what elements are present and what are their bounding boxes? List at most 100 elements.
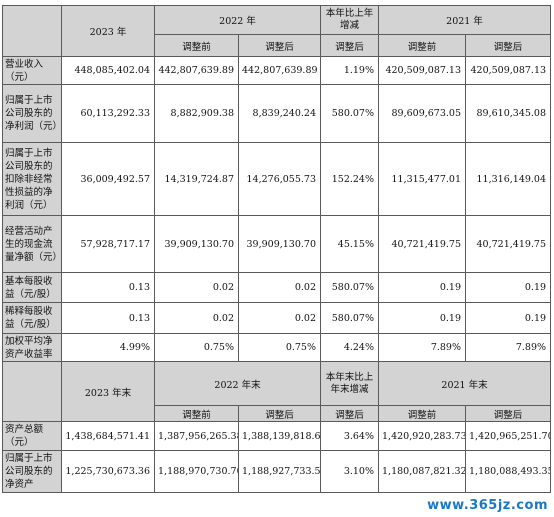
value-2022-after: 14,276,055.73 [237,142,322,216]
value-2021-before: 11,315,477.01 [378,142,467,216]
value-2022-before: 0.75% [154,333,239,362]
value-2022-after: 1,188,927,733.59 [237,450,322,493]
table-row: 基本每股收益（元/股） 0.13 0.02 0.02 580.07% 0.19 … [2,272,552,303]
table-row: 稀释每股收益（元/股） 0.13 0.02 0.02 580.07% 0.19 … [2,302,552,334]
value-2023: 1,438,684,571.41 [61,421,155,451]
value-2022-before: 8,882,909.38 [154,84,239,143]
table-row: 资产总额（元） 1,438,684,571.41 1,387,956,265.3… [2,421,552,451]
header-year-end-2022: 2022 年末 [153,361,322,406]
value-2021-before: 1,420,920,283.73 [378,421,467,451]
value-2021-after: 1,180,088,493.35 [465,450,552,493]
row-label: 稀释每股收益（元/股） [2,302,62,334]
value-2022-before: 0.02 [154,302,239,334]
table2-header-row: 2023 年末 2022 年末 本年末比上年末增减 2021 年末 [2,361,552,422]
value-2021-before: 0.19 [378,272,467,303]
table-row: 加权平均净资产收益率 4.99% 0.75% 0.75% 4.24% 7.89%… [2,333,552,362]
value-2022-before: 39,909,130.70 [154,215,239,273]
value-2023: 60,113,292.33 [61,84,155,143]
value-change: 45.15% [320,215,380,273]
subheader-2021-after: 调整后 [465,405,552,422]
table-row: 经营活动产生的现金流量净额（元） 57,928,717.17 39,909,13… [2,215,552,273]
value-change: 580.07% [320,84,380,143]
value-2023: 4.99% [61,333,155,362]
value-change: 3.64% [320,421,380,451]
site-watermark: www.365jz.com [427,498,548,513]
header-year-2023: 2023 年 [61,5,155,57]
row-label: 营业收入（元） [2,56,62,85]
subheader-2022-after: 调整后 [237,405,322,422]
subheader-change-after: 调整后 [320,34,380,57]
table1-subheader-row: 调整前 调整后 调整后 调整前 调整后 [3,34,552,57]
value-2021-before: 0.19 [378,302,467,334]
key-financial-data-table: 2023 年 2022 年 本年比上年增减 2021 年 调整前 调整后 调整后… [2,5,552,493]
table1-header-row: 2023 年 2022 年 本年比上年增减 2021 年 [2,5,552,57]
value-2022-after: 0.02 [237,302,322,334]
clipped-heading-strip: ▪ ▪▪ ▪▪▪▪ [0,0,554,5]
corner-cell [2,361,62,422]
row-label: 加权平均净资产收益率 [2,333,62,362]
clipped-heading-decoration: ▪ ▪▪ ▪▪▪▪ [30,0,90,5]
table-row: 营业收入（元） 448,085,402.04 442,807,639.89 44… [2,56,552,85]
header-year-end-2021: 2021 年末 [378,361,552,406]
value-2021-after: 420,509,087.13 [465,56,552,85]
value-2023: 0.13 [61,272,155,303]
header-year-end-2023: 2023 年末 [61,361,155,422]
value-2022-after: 442,807,639.89 [237,56,322,85]
row-label: 归属于上市公司股东的扣除非经常性损益的净利润（元） [2,142,62,216]
row-label: 资产总额（元） [2,421,62,451]
table-row: 归属于上市公司股东的扣除非经常性损益的净利润（元） 36,009,492.57 … [2,142,552,216]
header-year-2022: 2022 年 [153,5,322,35]
value-2022-after: 0.75% [237,333,322,362]
value-2022-before: 1,188,970,730.70 [154,450,239,493]
value-2022-before: 14,319,724.87 [154,142,239,216]
value-2022-after: 8,839,240.24 [237,84,322,143]
value-2022-after: 1,388,139,818.66 [237,421,322,451]
value-2021-after: 40,721,419.75 [465,215,552,273]
subheader-2022-before: 调整前 [154,34,239,57]
row-label: 经营活动产生的现金流量净额（元） [2,215,62,273]
value-2021-after: 0.19 [465,302,552,334]
header-year-2021: 2021 年 [378,5,552,35]
value-2021-after: 7.89% [465,333,552,362]
corner-cell [2,5,62,57]
value-2021-after: 11,316,149.04 [465,142,552,216]
value-2022-before: 0.02 [154,272,239,303]
value-change: 4.24% [320,333,380,362]
value-change: 152.24% [320,142,380,216]
value-2021-before: 420,509,087.13 [378,56,467,85]
value-2021-before: 1,180,087,821.32 [378,450,467,493]
value-2023: 36,009,492.57 [61,142,155,216]
row-label: 归属于上市公司股东的净利润（元） [2,84,62,143]
value-2023: 1,225,730,673.36 [61,450,155,493]
row-label: 归属于上市公司股东的净资产 [2,450,62,493]
subheader-2022-before: 调整前 [154,405,239,422]
value-2021-before: 7.89% [378,333,467,362]
value-2022-before: 442,807,639.89 [154,56,239,85]
value-change: 1.19% [320,56,380,85]
subheader-2021-before: 调整前 [378,405,467,422]
value-2021-after: 89,610,345.08 [465,84,552,143]
subheader-change-after: 调整后 [320,405,380,422]
value-2022-after: 39,909,130.70 [237,215,322,273]
value-change: 580.07% [320,272,380,303]
value-2021-before: 40,721,419.75 [378,215,467,273]
subheader-2022-after: 调整后 [237,34,322,57]
value-2022-before: 1,387,956,265.38 [154,421,239,451]
value-2021-before: 89,609,673.05 [378,84,467,143]
table2-subheader-row: 调整前 调整后 调整后 调整前 调整后 [3,405,552,422]
value-2023: 0.13 [61,302,155,334]
value-2022-after: 0.02 [237,272,322,303]
value-2023: 57,928,717.17 [61,215,155,273]
subheader-2021-after: 调整后 [465,34,552,57]
value-2023: 448,085,402.04 [61,56,155,85]
table-row: 归属于上市公司股东的净利润（元） 60,113,292.33 8,882,909… [2,84,552,143]
table-row: 归属于上市公司股东的净资产 1,225,730,673.36 1,188,970… [2,450,552,493]
header-change-year-end: 本年末比上年末增减 [320,361,380,406]
header-change: 本年比上年增减 [320,5,380,35]
value-2021-after: 0.19 [465,272,552,303]
value-change: 580.07% [320,302,380,334]
subheader-2021-before: 调整前 [378,34,467,57]
value-change: 3.10% [320,450,380,493]
row-label: 基本每股收益（元/股） [2,272,62,303]
